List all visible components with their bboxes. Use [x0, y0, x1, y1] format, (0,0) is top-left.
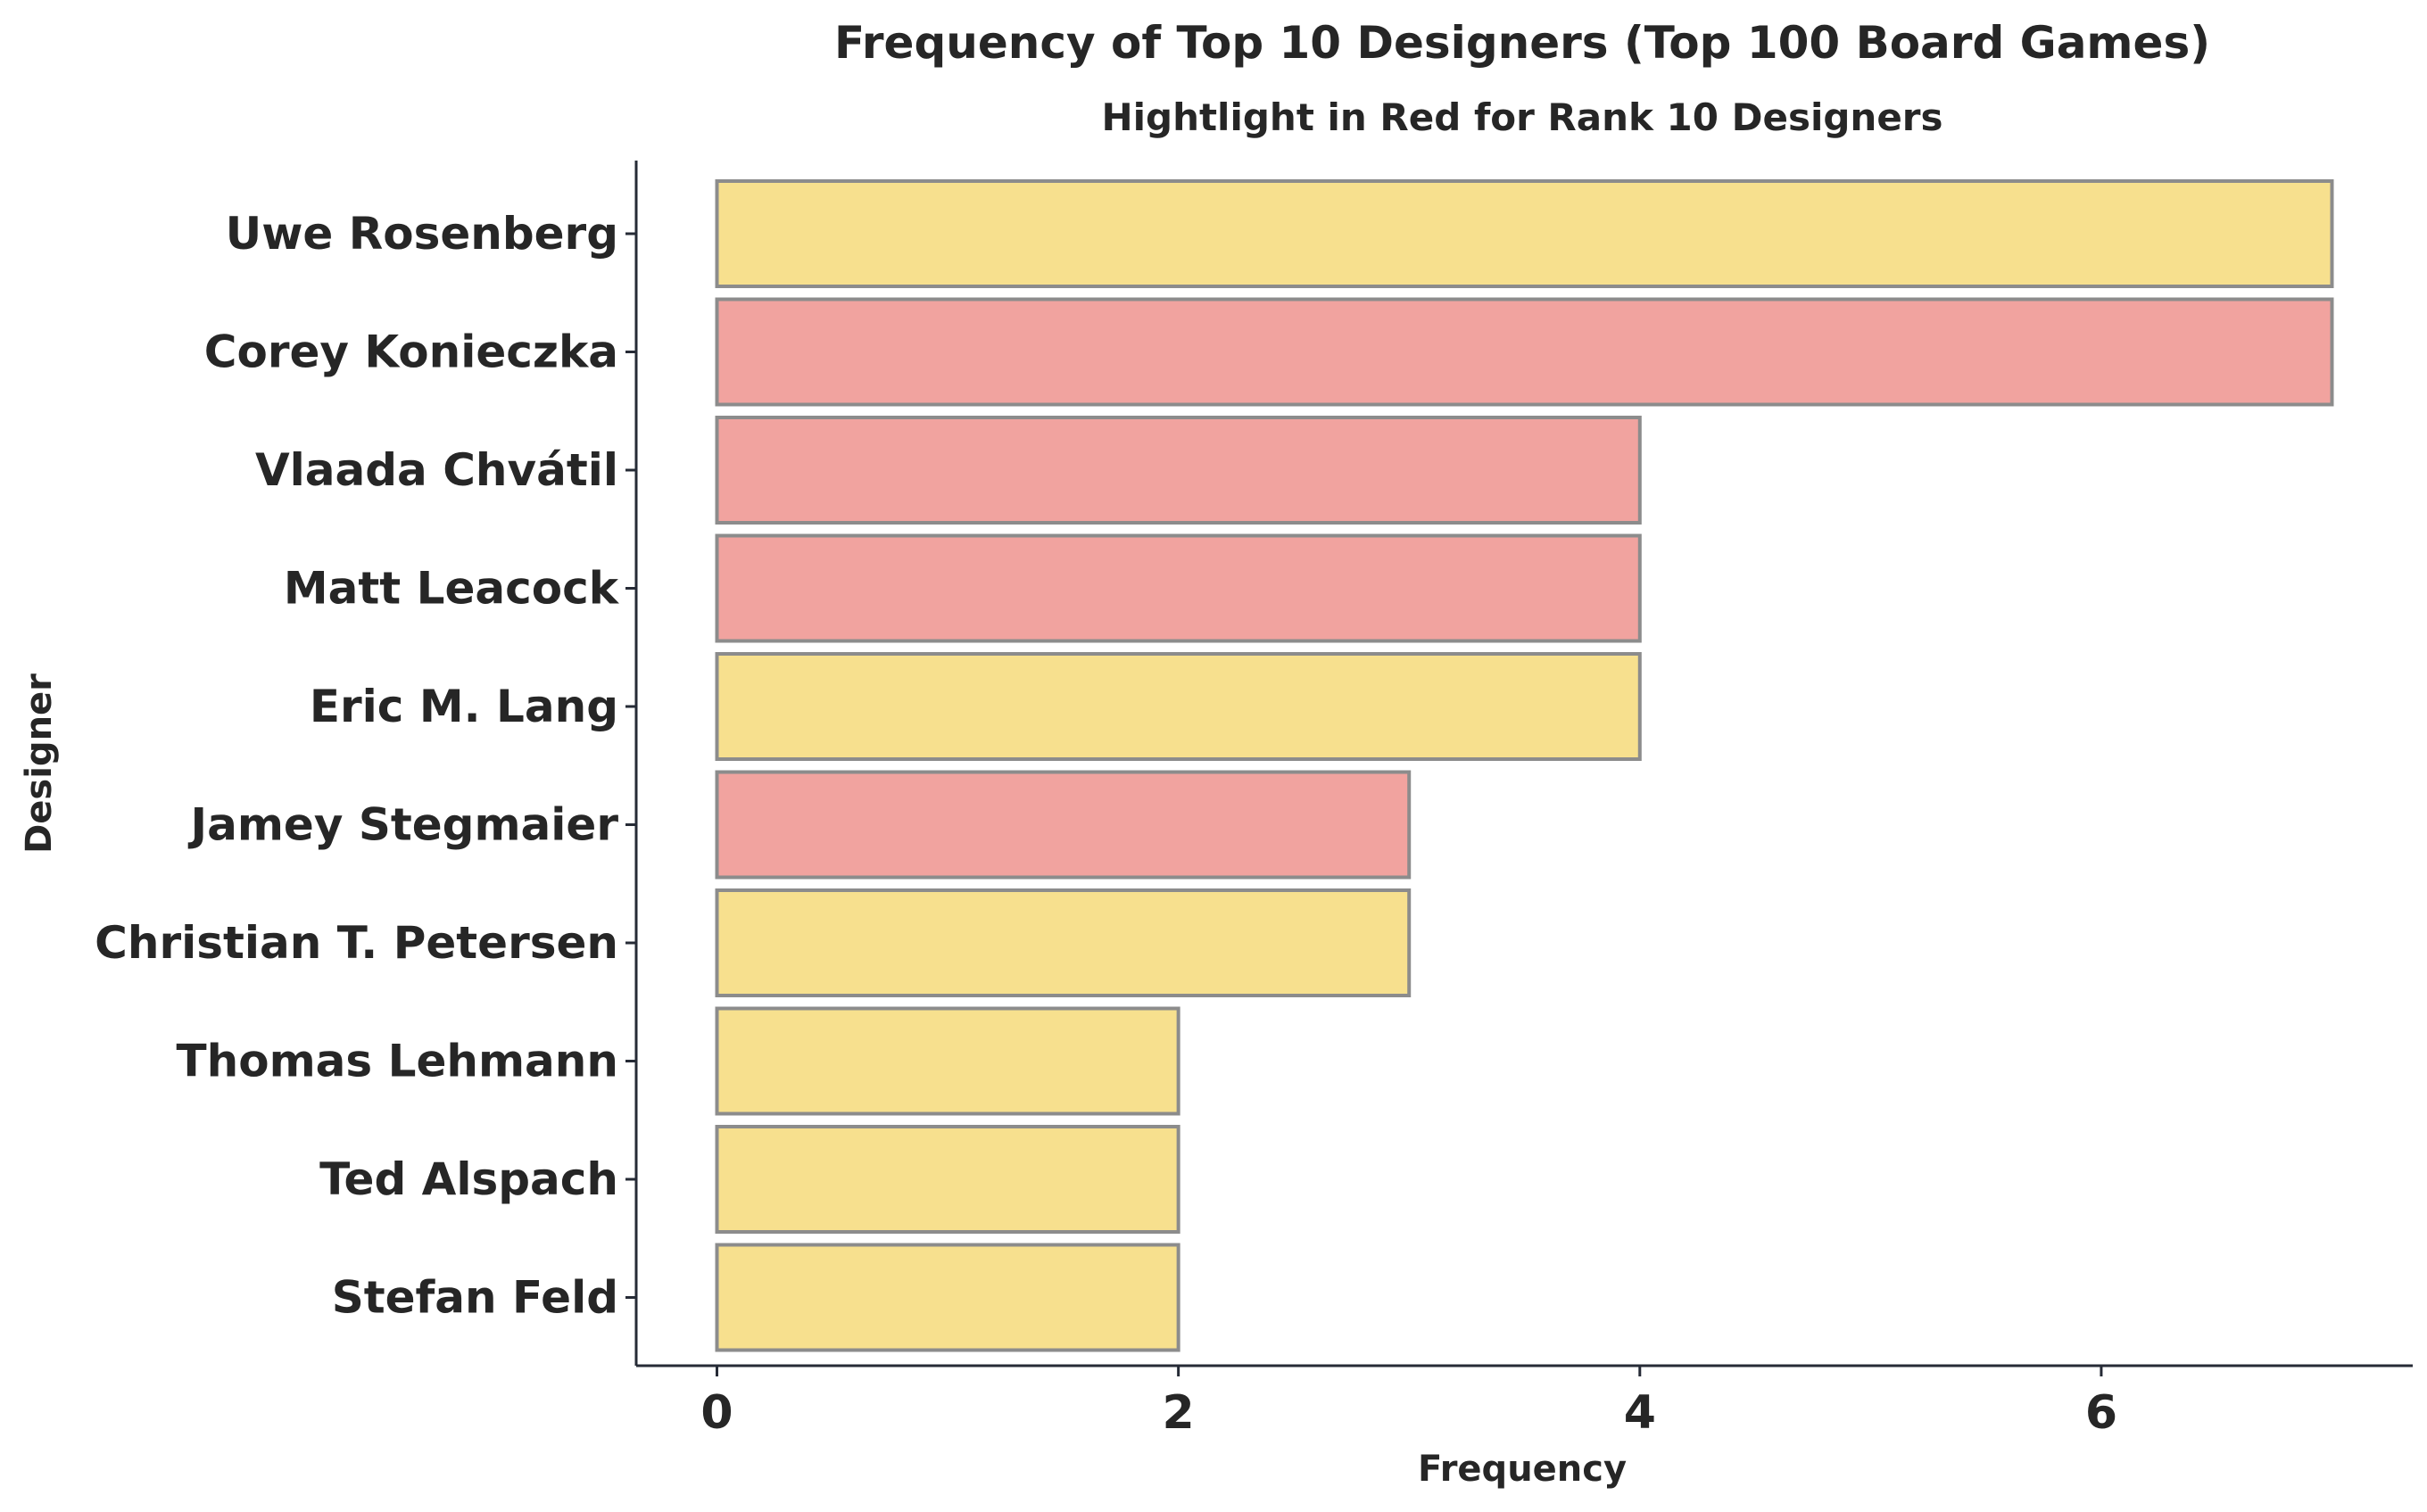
bar [715, 770, 1412, 880]
bar [715, 1125, 1180, 1234]
y-axis-label: Designer [19, 673, 60, 854]
bar [715, 416, 1642, 525]
y-tick-label: Thomas Lehmann [177, 1036, 618, 1087]
y-tick-label: Ted Alspach [319, 1153, 618, 1205]
x-axis-ticks: 0 2 4 6 [700, 1366, 2117, 1440]
axes [634, 161, 2413, 1367]
bar [715, 179, 2334, 288]
bar [715, 1243, 1180, 1352]
bar [715, 1006, 1180, 1116]
bar [715, 652, 1642, 761]
y-tick-label: Jamey Stegmaier [187, 799, 618, 851]
bars [715, 179, 2334, 1352]
y-axis-ticks: Uwe Rosenberg Corey Konieczka Vlaada Chvát… [95, 208, 636, 1324]
chart-title: Frequency of Top 10 Designers (Top 100 B… [834, 17, 2210, 69]
x-tick-label: 4 [1624, 1386, 1656, 1440]
y-tick-label: Stefan Feld [332, 1272, 618, 1324]
x-tick-label: 2 [1163, 1386, 1195, 1440]
y-tick-label: Eric M. Lang [310, 681, 618, 732]
chart-subtitle: Hightlight in Red for Rank 10 Designers [1101, 95, 1942, 139]
y-tick-label: Uwe Rosenberg [226, 208, 618, 260]
y-tick-label: Corey Konieczka [204, 326, 618, 378]
x-tick-label: 0 [700, 1386, 733, 1440]
y-tick-label: Matt Leacock [284, 563, 620, 615]
bar [715, 888, 1412, 997]
x-axis-label: Frequency [1418, 1449, 1627, 1490]
y-tick-label: Vlaada Chvátil [255, 444, 618, 496]
bar [715, 533, 1642, 643]
y-tick-label: Christian T. Petersen [95, 917, 618, 969]
x-tick-label: 6 [2085, 1386, 2117, 1440]
bar [715, 297, 2334, 407]
